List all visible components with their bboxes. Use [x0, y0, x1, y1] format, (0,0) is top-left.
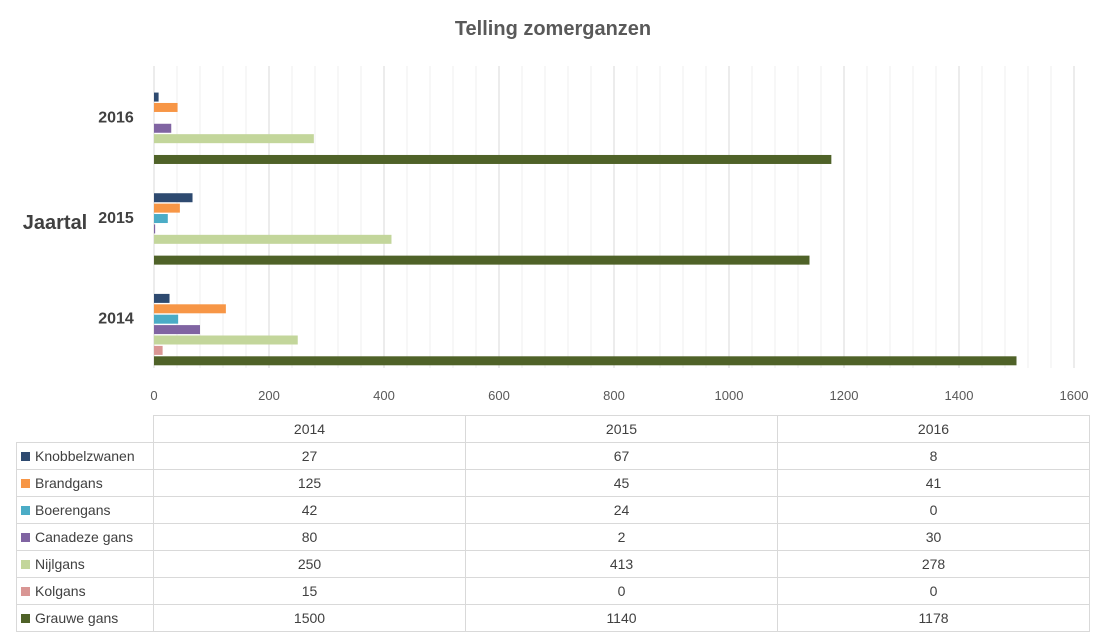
table-row: Brandgans 125 45 41	[16, 469, 1090, 497]
legend-swatch	[21, 452, 30, 461]
table-header-2015: 2015	[465, 415, 778, 443]
data-table: 2014 2015 2016 Knobbelzwanen 27 67 8 Brandga…	[16, 415, 1090, 632]
table-header-2014: 2014	[153, 415, 466, 443]
value-cell: 0	[465, 577, 778, 605]
series-name-cell: Nijlgans	[16, 550, 154, 578]
x-tick-labels: 0 200 400 600 800 1000 1200 1400 1600	[150, 388, 1088, 403]
bar-brandgans-2015	[154, 203, 180, 213]
value-cell: 413	[465, 550, 778, 578]
bar-canadeze-gans-2015	[154, 224, 156, 234]
x-tick-label: 1000	[715, 388, 744, 403]
x-tick-label: 1600	[1060, 388, 1089, 403]
value-cell: 8	[777, 442, 1090, 470]
y-axis-title: Jaartal	[23, 212, 88, 234]
table-row: Knobbelzwanen 27 67 8	[16, 442, 1090, 470]
gridlines	[153, 66, 1075, 368]
table-row: Kolgans 15 0 0	[16, 577, 1090, 605]
series-name-cell: Canadeze gans	[16, 523, 154, 551]
x-tick-label: 800	[603, 388, 625, 403]
category-label: 2016	[98, 109, 134, 126]
value-cell: 41	[777, 469, 1090, 497]
legend-swatch	[21, 533, 30, 542]
bar-knobbelzwanen-2016	[154, 92, 159, 102]
value-cell: 1500	[153, 604, 466, 632]
table-row: Boerengans 42 24 0	[16, 496, 1090, 524]
series-name: Canadeze gans	[35, 529, 134, 545]
bars	[154, 92, 1017, 366]
bar-chart: Telling zomerganzen Jaartal 0 200 400 600 80…	[23, 18, 1089, 403]
series-name-cell: Grauwe gans	[16, 604, 154, 632]
series-name: Kolgans	[35, 583, 86, 599]
bar-brandgans-2016	[154, 102, 178, 112]
x-tick-label: 400	[373, 388, 395, 403]
value-cell: 24	[465, 496, 778, 524]
bar-brandgans-2014	[154, 304, 226, 314]
value-cell: 1178	[777, 604, 1090, 632]
x-tick-label: 0	[150, 388, 157, 403]
table-row: Grauwe gans 1500 1140 1178	[16, 604, 1090, 632]
category-label: 2015	[98, 210, 134, 227]
bar-boerengans-2015	[154, 214, 168, 224]
chart-title: Telling zomerganzen	[455, 18, 651, 40]
series-name: Nijlgans	[35, 556, 85, 572]
legend-swatch	[21, 587, 30, 596]
bar-kolgans-2014	[154, 345, 163, 355]
series-name: Brandgans	[35, 475, 103, 491]
table-header-2016: 2016	[777, 415, 1090, 443]
bar-knobbelzwanen-2014	[154, 293, 170, 303]
value-cell: 2	[465, 523, 778, 551]
series-name-cell: Boerengans	[16, 496, 154, 524]
legend-swatch	[21, 479, 30, 488]
category-label: 2014	[98, 311, 134, 328]
bar-nijlgans-2015	[154, 234, 392, 244]
value-cell: 27	[153, 442, 466, 470]
table-header-row: 2014 2015 2016	[16, 415, 1090, 443]
x-tick-label: 1400	[945, 388, 974, 403]
table-row: Nijlgans 250 413 278	[16, 550, 1090, 578]
bar-grauwe-gans-2016	[154, 154, 832, 164]
value-cell: 45	[465, 469, 778, 497]
value-cell: 250	[153, 550, 466, 578]
bar-canadeze-gans-2016	[154, 123, 172, 133]
x-tick-label: 600	[488, 388, 510, 403]
series-name: Boerengans	[35, 502, 111, 518]
value-cell: 1140	[465, 604, 778, 632]
series-name: Knobbelzwanen	[35, 448, 135, 464]
value-cell: 125	[153, 469, 466, 497]
value-cell: 30	[777, 523, 1090, 551]
value-cell: 278	[777, 550, 1090, 578]
table-row: Canadeze gans 80 2 30	[16, 523, 1090, 551]
bar-canadeze-gans-2014	[154, 325, 200, 335]
value-cell: 42	[153, 496, 466, 524]
x-tick-label: 200	[258, 388, 280, 403]
legend-swatch	[21, 614, 30, 623]
value-cell: 0	[777, 577, 1090, 605]
bar-boerengans-2014	[154, 314, 179, 324]
legend-swatch	[21, 506, 30, 515]
x-tick-label: 1200	[830, 388, 859, 403]
table-corner	[16, 415, 154, 443]
legend-swatch	[21, 560, 30, 569]
value-cell: 80	[153, 523, 466, 551]
bar-nijlgans-2016	[154, 134, 314, 144]
series-name-cell: Kolgans	[16, 577, 154, 605]
series-name-cell: Brandgans	[16, 469, 154, 497]
series-name-cell: Knobbelzwanen	[16, 442, 154, 470]
value-cell: 15	[153, 577, 466, 605]
series-name: Grauwe gans	[35, 610, 119, 626]
value-cell: 0	[777, 496, 1090, 524]
category-labels: 2014 2015 2016	[98, 109, 134, 327]
bar-nijlgans-2014	[154, 335, 298, 345]
bar-grauwe-gans-2015	[154, 255, 810, 265]
bar-knobbelzwanen-2015	[154, 193, 193, 203]
value-cell: 67	[465, 442, 778, 470]
bar-grauwe-gans-2014	[154, 356, 1017, 366]
